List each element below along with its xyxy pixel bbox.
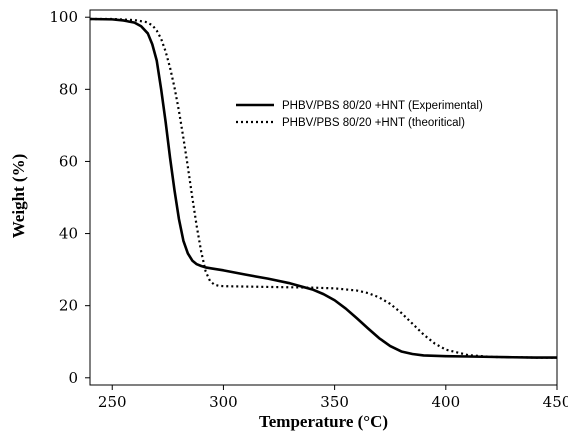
x-tick-label: 250: [98, 393, 127, 411]
y-tick-label: 100: [49, 8, 78, 26]
theoretical-curve: [90, 17, 557, 359]
y-tick-label: 80: [59, 80, 78, 98]
legend-label-experimental: PHBV/PBS 80/20 +HNT (Experimental): [282, 100, 483, 112]
y-axis-title: Weight (%): [9, 154, 28, 239]
y-tick-label: 60: [59, 152, 78, 170]
y-tick-label: 20: [59, 297, 78, 315]
x-tick-label: 450: [543, 393, 568, 411]
x-axis-title: Temperature (°C): [259, 412, 388, 431]
x-tick-label: 400: [431, 393, 460, 411]
x-tick-label: 300: [209, 393, 238, 411]
x-tick-label: 350: [320, 393, 349, 411]
y-tick-label: 40: [59, 225, 78, 243]
x-axis-ticks: 250 300 350 400 450: [98, 385, 568, 411]
legend: PHBV/PBS 80/20 +HNT (Experimental) PHBV/…: [236, 100, 483, 129]
y-axis-ticks: 0 20 40 60 80 100: [49, 8, 90, 387]
y-tick-label: 0: [68, 369, 78, 387]
plot-frame: [89, 9, 558, 386]
series-layer: [89, 17, 557, 359]
legend-label-theoretical: PHBV/PBS 80/20 +HNT (theoritical): [282, 117, 465, 129]
experimental-curve: [89, 17, 557, 359]
